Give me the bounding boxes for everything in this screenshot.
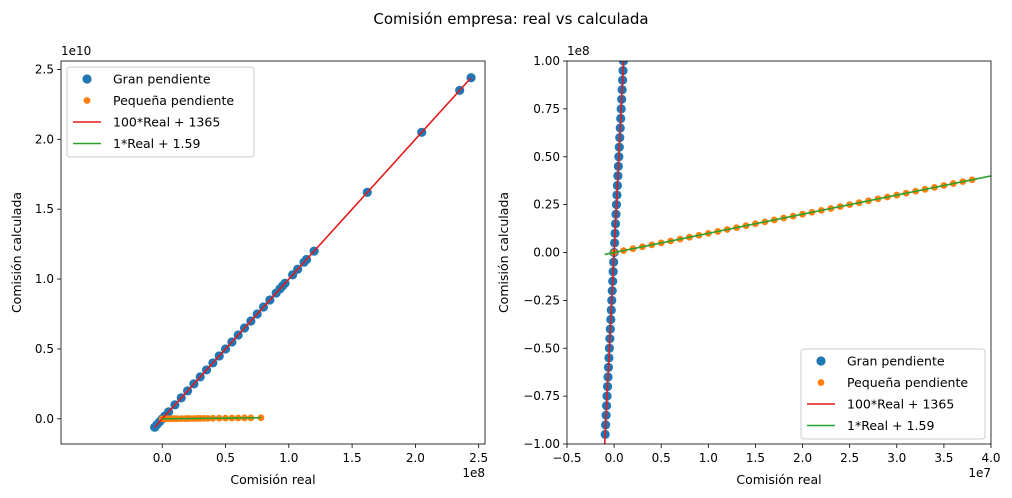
y-tick-label: −0.75: [523, 389, 560, 403]
x-tick-label: 1.0: [699, 451, 718, 465]
plot-area: [150, 73, 476, 432]
legend-label: 100*Real + 1365: [113, 115, 220, 130]
series-gran-pendiente: [600, 61, 629, 440]
x-tick-label: −0.5: [552, 451, 581, 465]
x-offset-label: 1e7: [968, 466, 991, 480]
x-offset-label: 1e8: [462, 466, 485, 480]
legend-frame: [800, 348, 986, 440]
y-tick-label: 0.25: [533, 198, 560, 212]
x-tick-label: 1.0: [279, 451, 298, 465]
y-tick-label: 1.5: [35, 202, 54, 216]
legend-label: Pequeña pendiente: [113, 93, 234, 108]
y-tick-label: 1.0: [35, 272, 54, 286]
y-tick-label: −0.25: [523, 293, 560, 307]
x-tick-label: 3.5: [934, 451, 953, 465]
legend-label: Gran pendiente: [113, 72, 211, 87]
line-1-real: [604, 175, 991, 256]
legend-marker-pequena: [83, 97, 91, 104]
x-tick-label: 0.5: [216, 451, 235, 465]
legend-label: 1*Real + 1.59: [113, 136, 200, 151]
x-tick-label: 3.0: [887, 451, 906, 465]
x-axis-label: Comisión real: [736, 472, 821, 487]
pequena-pendiente-point: [257, 414, 265, 422]
legend-frame: [66, 66, 255, 158]
y-axis-label: Comisión calculada: [9, 192, 24, 313]
x-tick-label: 2.5: [840, 451, 859, 465]
legend: Gran pendiente Pequeña pendiente 100*Real …: [800, 348, 986, 440]
x-tick-label: 1.5: [746, 451, 765, 465]
left-scatter-plot: 0.0 0.5 1.0 1.5 2.0 2.50.00.51.01.52.02.51e81…: [9, 44, 488, 487]
right-scatter-plot: −0.5 0.0 0.5 1.0 1.5 2.0 2.5 3.0 3.5 4.0 −1.00 −0.7…: [496, 44, 1001, 487]
legend-marker-gran: [82, 74, 92, 84]
y-tick-label: 2.0: [35, 132, 54, 146]
legend-label: 100*Real + 1365: [847, 397, 954, 412]
x-tick-label: 2.0: [406, 451, 425, 465]
x-tick-label: 4.0: [981, 451, 1000, 465]
line-100-real: [154, 77, 472, 428]
legend: Gran pendiente Pequeña pendiente 100*Real …: [66, 66, 255, 158]
y-axis-label: Comisión calculada: [496, 192, 511, 313]
y-tick-label: −0.50: [523, 341, 560, 355]
legend-label: 1*Real + 1.59: [847, 418, 934, 433]
line-1-real: [162, 416, 261, 420]
y-offset-label: 1e8: [567, 44, 590, 58]
y-tick-label: 0.50: [533, 150, 560, 164]
plot-area: [600, 61, 991, 444]
x-axis-label: Comisión real: [230, 472, 315, 487]
figure-title: Comisión empresa: real vs calculada: [373, 10, 648, 28]
y-tick-label: 0.00: [533, 246, 560, 260]
x-tick-label: 0.0: [605, 451, 624, 465]
y-tick-label: 0.5: [35, 342, 54, 356]
x-tick-label: 2.5: [469, 451, 488, 465]
y-tick-label: 2.5: [35, 62, 54, 76]
x-tick-label: 0.0: [153, 451, 172, 465]
y-tick-label: 1.00: [533, 54, 560, 68]
x-tick-label: 1.5: [343, 451, 362, 465]
axes-frame: [60, 60, 486, 445]
legend-label: Pequeña pendiente: [847, 375, 968, 390]
y-tick-label: 0.0: [35, 412, 54, 426]
y-offset-label: 1e10: [61, 44, 91, 58]
x-tick-label: 2.0: [793, 451, 812, 465]
legend-marker-gran: [816, 356, 826, 366]
x-tick-label: 0.5: [652, 451, 671, 465]
y-tick-label: 0.75: [533, 102, 560, 116]
legend-label: Gran pendiente: [847, 354, 945, 369]
y-tick-label: −1.00: [523, 437, 560, 451]
legend-marker-pequena: [817, 379, 825, 386]
